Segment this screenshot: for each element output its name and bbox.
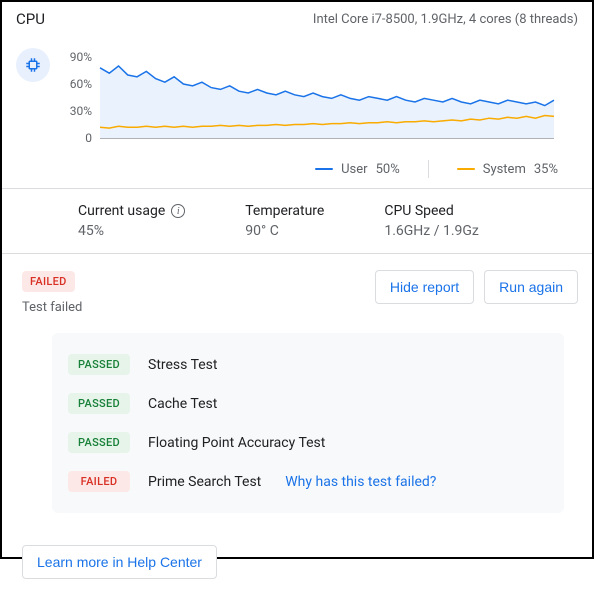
- hide-report-button[interactable]: Hide report: [375, 270, 474, 304]
- test-status-badge: PASSED: [68, 393, 130, 414]
- test-row: PASSED Floating Point Accuracy Test: [66, 423, 550, 462]
- tests-list: PASSED Stress Test PASSED Cache Test PASSED F…: [52, 333, 564, 513]
- stat-speed-label: CPU Speed: [384, 203, 479, 219]
- stat-usage-value: 45%: [78, 223, 185, 239]
- test-status-badge: PASSED: [68, 432, 130, 453]
- test-status-badge: FAILED: [68, 471, 130, 492]
- stat-speed: CPU Speed 1.6GHz / 1.9Gz: [384, 203, 479, 239]
- stat-temperature-label: Temperature: [245, 203, 324, 219]
- why-failed-link[interactable]: Why has this test failed?: [285, 474, 436, 490]
- test-name: Prime Search Test: [148, 474, 261, 490]
- svg-text:90%: 90%: [70, 50, 92, 64]
- stat-usage: Current usage i 45%: [78, 203, 185, 239]
- help-center-button[interactable]: Learn more in Help Center: [22, 545, 217, 579]
- legend-system-label: System: [483, 162, 526, 177]
- page-title: CPU: [16, 10, 45, 28]
- legend-divider: [428, 160, 429, 178]
- legend-system-value: 35%: [534, 162, 558, 177]
- legend-user: User 50%: [315, 160, 400, 178]
- chart-block: 0 30% 60% 90% User 50% System 35%: [2, 34, 592, 188]
- svg-text:0: 0: [85, 131, 92, 145]
- stat-temperature-value: 90° C: [245, 223, 324, 239]
- test-name: Floating Point Accuracy Test: [148, 435, 325, 451]
- svg-text:60%: 60%: [70, 77, 92, 91]
- stats-row: Current usage i 45% Temperature 90° C CP…: [2, 188, 592, 254]
- info-icon[interactable]: i: [171, 204, 185, 218]
- legend-system: System 35%: [457, 160, 558, 178]
- cpu-model-text: Intel Core i7-8500, 1.9GHz, 4 cores (8 t…: [313, 12, 578, 27]
- overall-status-badge: FAILED: [22, 271, 75, 292]
- test-row: FAILED Prime Search Test Why has this test…: [66, 462, 550, 501]
- report-section: FAILED Test failed Hide report Run again…: [2, 254, 592, 523]
- test-status-badge: PASSED: [68, 354, 130, 375]
- legend-user-label: User: [341, 162, 367, 177]
- usage-chart: 0 30% 60% 90%: [60, 42, 578, 152]
- cpu-icon: [16, 48, 50, 82]
- stat-usage-label: Current usage: [78, 203, 165, 219]
- chart-legend: User 50% System 35%: [16, 152, 578, 188]
- svg-text:30%: 30%: [70, 104, 92, 118]
- legend-user-value: 50%: [376, 162, 400, 177]
- test-name: Stress Test: [148, 357, 218, 373]
- stat-temperature: Temperature 90° C: [245, 203, 324, 239]
- test-name: Cache Test: [148, 396, 217, 412]
- run-again-button[interactable]: Run again: [484, 270, 578, 304]
- panel-header: CPU Intel Core i7-8500, 1.9GHz, 4 cores …: [2, 2, 592, 34]
- test-row: PASSED Stress Test: [66, 345, 550, 384]
- stat-speed-value: 1.6GHz / 1.9Gz: [384, 223, 479, 239]
- panel-footer: Learn more in Help Center: [2, 523, 592, 591]
- cpu-panel: CPU Intel Core i7-8500, 1.9GHz, 4 cores …: [0, 0, 594, 559]
- test-row: PASSED Cache Test: [66, 384, 550, 423]
- overall-status-text: Test failed: [22, 300, 82, 315]
